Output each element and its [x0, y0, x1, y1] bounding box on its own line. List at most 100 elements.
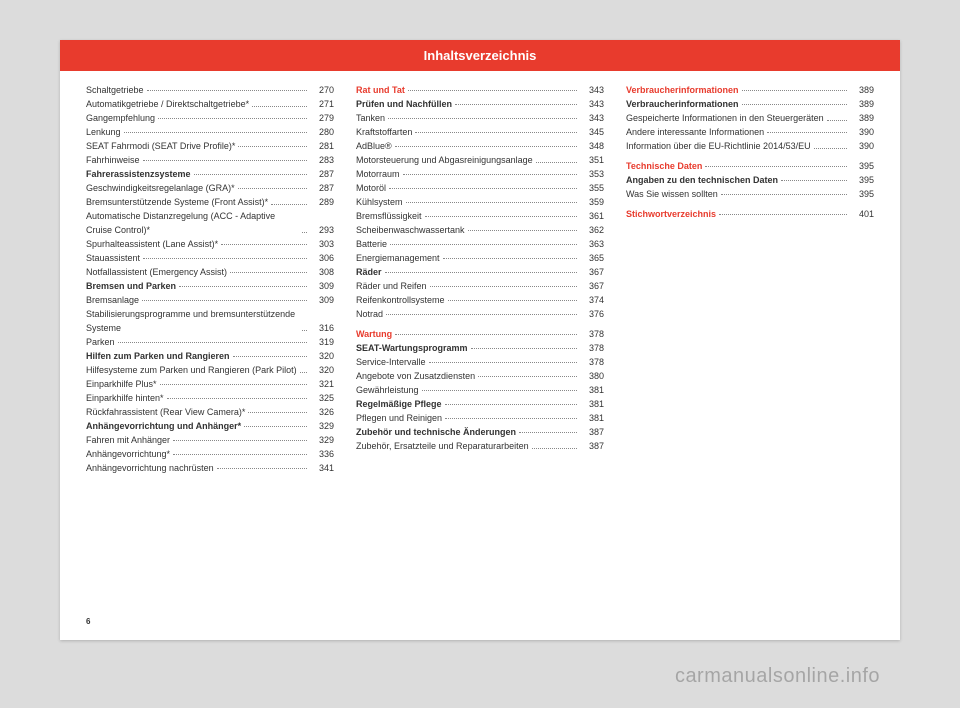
toc-entry: Rückfahrassistent (Rear View Camera)*326 [86, 405, 334, 419]
toc-page: 390 [850, 139, 874, 153]
leader-dots [388, 118, 577, 119]
toc-label: Geschwindigkeitsregelanlage (GRA)* [86, 181, 235, 195]
toc-entry: Tanken 343 [356, 111, 604, 125]
toc-label: Parken [86, 335, 115, 349]
leader-dots [389, 188, 577, 189]
toc-label: Information über die EU-Richtlinie 2014/… [626, 139, 811, 153]
leader-dots [448, 300, 577, 301]
toc-page: 363 [580, 237, 604, 251]
toc-page: 320 [310, 349, 334, 363]
leader-dots [302, 232, 307, 233]
page-number: 6 [86, 617, 90, 626]
toc-label: Anhängevorrichtung und Anhänger* [86, 419, 241, 433]
toc-entry: Räder367 [356, 265, 604, 279]
toc-page: 381 [580, 411, 604, 425]
toc-label: Pflegen und Reinigen [356, 411, 442, 425]
toc-entry: Motoröl 355 [356, 181, 604, 195]
toc-entry: Bremsflüssigkeit361 [356, 209, 604, 223]
leader-dots [158, 118, 307, 119]
toc-label: Fahrerassistenzsysteme [86, 167, 191, 181]
toc-page: 329 [310, 433, 334, 447]
toc-page: 281 [310, 139, 334, 153]
toc-entry: Fahren mit Anhänger329 [86, 433, 334, 447]
toc-column-2: Rat und Tat343Prüfen und Nachfüllen343Ta… [356, 83, 604, 475]
toc-label: Zubehör, Ersatzteile und Reparaturarbeit… [356, 439, 529, 453]
toc-entry: Zubehör, Ersatzteile und Reparaturarbeit… [356, 439, 604, 453]
toc-page: 355 [580, 181, 604, 195]
leader-dots [386, 314, 577, 315]
toc-page: 343 [580, 111, 604, 125]
leader-dots [252, 106, 307, 107]
toc-label: Angaben zu den technischen Daten [626, 173, 778, 187]
toc-entry: Motorsteuerung und Abgasreinigungsanlage… [356, 153, 604, 167]
toc-entry: Gangempfehlung279 [86, 111, 334, 125]
toc-label: Bremsanlage [86, 293, 139, 307]
leader-dots [194, 174, 307, 175]
toc-entry: Kühlsystem359 [356, 195, 604, 209]
toc-label: Motorraum [356, 167, 400, 181]
leader-dots [300, 372, 307, 373]
toc-label: Was Sie wissen sollten [626, 187, 718, 201]
toc-column-3: Verbraucherinformationen389Verbraucherin… [626, 83, 874, 475]
toc-entry: Hilfesysteme zum Parken und Rangieren (P… [86, 363, 334, 377]
toc-entry: Notfallassistent (Emergency Assist)308 [86, 265, 334, 279]
leader-dots [179, 286, 307, 287]
toc-label: SEAT-Wartungsprogramm [356, 341, 468, 355]
toc-page: 362 [580, 223, 604, 237]
leader-dots [425, 216, 577, 217]
toc-page: 389 [850, 97, 874, 111]
leader-dots [742, 90, 847, 91]
toc-entry: Gewährleistung381 [356, 383, 604, 397]
watermark: carmanualsonline.info [675, 665, 880, 688]
toc-page: 395 [850, 173, 874, 187]
toc-page: 376 [580, 307, 604, 321]
toc-label: Verbraucherinformationen [626, 83, 739, 97]
toc-page: 280 [310, 125, 334, 139]
toc-label: Stabilisierungsprogramme und bremsunters… [86, 307, 299, 335]
toc-entry: Parken319 [86, 335, 334, 349]
toc-page: 283 [310, 153, 334, 167]
leader-dots [721, 194, 847, 195]
toc-entry: Hilfen zum Parken und Rangieren 320 [86, 349, 334, 363]
toc-page: 390 [850, 125, 874, 139]
toc-entry: Bremsen und Parken309 [86, 279, 334, 293]
toc-label: Tanken [356, 111, 385, 125]
toc-page: 395 [850, 187, 874, 201]
toc-label: Energiemanagement [356, 251, 440, 265]
toc-page: 326 [310, 405, 334, 419]
leader-dots [705, 166, 847, 167]
leader-dots [124, 132, 307, 133]
leader-dots [471, 348, 577, 349]
leader-dots [430, 286, 577, 287]
toc-label: Verbraucherinformationen [626, 97, 739, 111]
toc-label: Regelmäßige Pflege [356, 397, 442, 411]
toc-entry: Automatische Distanzregelung (ACC - Adap… [86, 209, 334, 237]
leader-dots [302, 330, 307, 331]
toc-page: 345 [580, 125, 604, 139]
leader-dots [408, 90, 577, 91]
toc-entry: Geschwindigkeitsregelanlage (GRA)*287 [86, 181, 334, 195]
leader-dots [238, 188, 307, 189]
toc-entry: Verbraucherinformationen 389 [626, 97, 874, 111]
leader-dots [238, 146, 307, 147]
toc-entry: Einparkhilfe hinten*325 [86, 391, 334, 405]
toc-page: 293 [310, 223, 334, 237]
toc-entry: Schaltgetriebe270 [86, 83, 334, 97]
leader-dots [221, 244, 307, 245]
toc-entry: Information über die EU-Richtlinie 2014/… [626, 139, 874, 153]
toc-page: 325 [310, 391, 334, 405]
toc-page: 361 [580, 209, 604, 223]
leader-dots [395, 146, 577, 147]
leader-dots [827, 120, 847, 121]
toc-entry: Wartung378 [356, 327, 604, 341]
leader-dots [445, 418, 577, 419]
toc-entry: Gespeicherte Informationen in den Steuer… [626, 111, 874, 125]
toc-entry: AdBlue®348 [356, 139, 604, 153]
toc-label: Hilfen zum Parken und Rangieren [86, 349, 230, 363]
toc-label: Motoröl [356, 181, 386, 195]
toc-page: 287 [310, 167, 334, 181]
toc-entry: Was Sie wissen sollten 395 [626, 187, 874, 201]
toc-page: 359 [580, 195, 604, 209]
toc-entry: Angaben zu den technischen Daten 395 [626, 173, 874, 187]
toc-page: 381 [580, 383, 604, 397]
